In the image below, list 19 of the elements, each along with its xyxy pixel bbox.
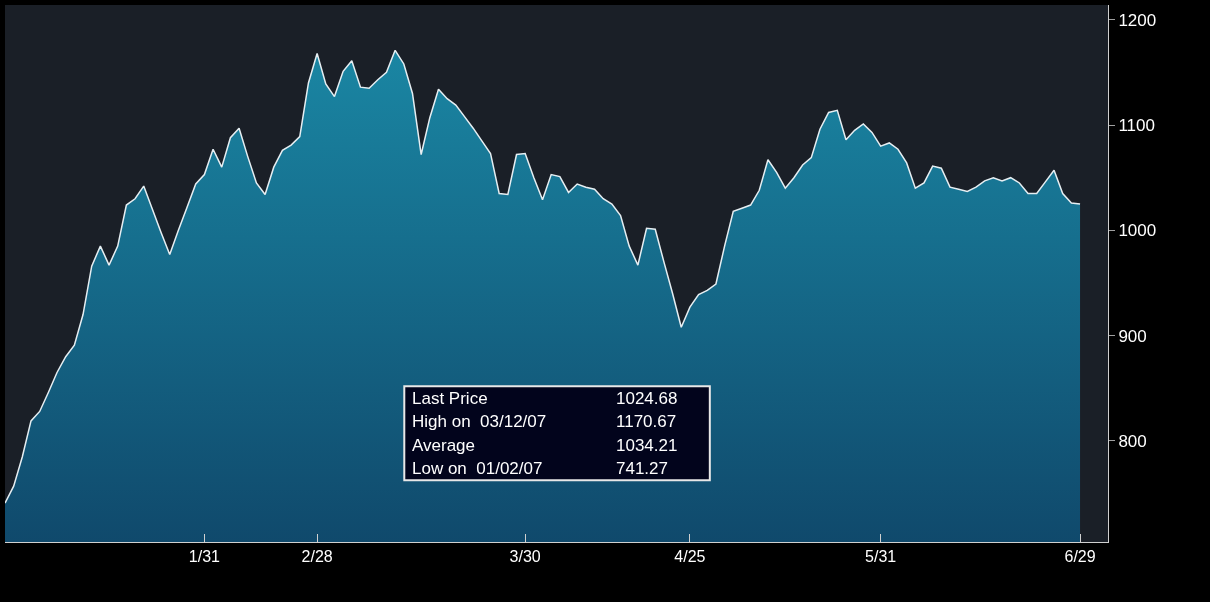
x-tick-label: 1/31 (188, 548, 221, 566)
x-tick-label: 3/30 (509, 548, 541, 566)
annotation: High on 03/12/07 (412, 412, 547, 431)
annotation: 1170.67 (616, 412, 677, 431)
y-tick-label: 800 (1118, 431, 1147, 451)
y-tick-label: 900 (1118, 326, 1147, 346)
x-tick-label: 5/31 (865, 548, 897, 566)
annotation: 1034.21 (616, 436, 678, 455)
annotation: 741.27 (616, 459, 668, 478)
x-tick-label: 6/29 (1064, 548, 1096, 566)
annotation: Low on 01/02/07 (412, 459, 543, 478)
annotation: 1024.68 (616, 389, 678, 408)
y-tick-label: 1100 (1118, 115, 1155, 135)
y-tick-label: 1200 (1118, 10, 1157, 30)
x-tick-label: 4/25 (674, 548, 706, 566)
annotation: Average (412, 436, 476, 455)
x-tick-label: 2/28 (301, 548, 333, 566)
y-tick-label: 1000 (1118, 221, 1157, 241)
annotation: Last Price (412, 389, 488, 408)
